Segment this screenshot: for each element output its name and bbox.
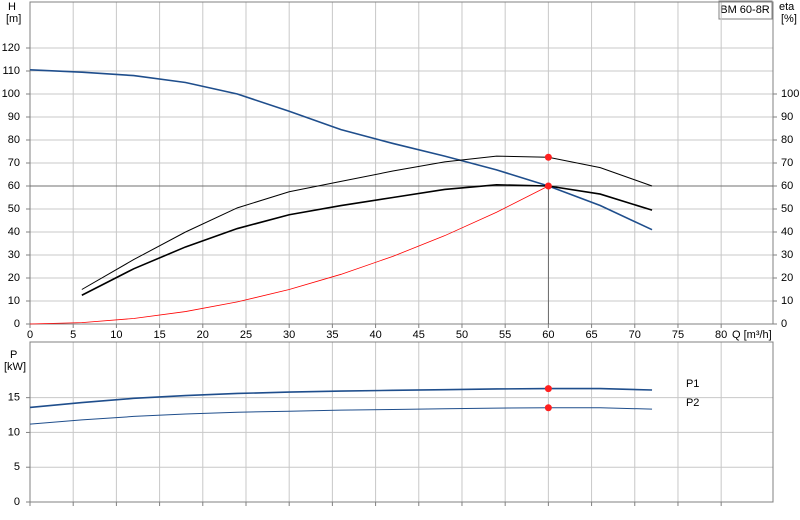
y-tick-label: 120 — [2, 42, 20, 54]
y2-tick-label: 20 — [781, 272, 793, 284]
y-tick-label: 60 — [8, 180, 20, 192]
x-tick-label: 45 — [413, 329, 425, 341]
y-tick-label: 10 — [8, 295, 20, 307]
y2-axis-label: eta — [779, 1, 795, 13]
y-tick-label: 0 — [14, 318, 20, 330]
y-tick-label: 100 — [2, 88, 20, 100]
y-tick-label: 50 — [8, 203, 20, 215]
x-tick-label: 70 — [629, 329, 641, 341]
x-tick-label: 75 — [672, 329, 684, 341]
y2-tick-label: 50 — [781, 203, 793, 215]
y2-tick-label: 0 — [781, 318, 787, 330]
x-tick-label: 15 — [153, 329, 165, 341]
x-tick-label: 25 — [240, 329, 252, 341]
y2-tick-label: 90 — [781, 111, 793, 123]
y-tick-label: 70 — [8, 157, 20, 169]
x-tick-label: 5 — [70, 329, 76, 341]
curve — [29, 185, 549, 325]
y2-axis-unit: [%] — [781, 13, 797, 25]
y-tick-label: 5 — [14, 461, 20, 473]
y2-tick-label: 30 — [781, 249, 793, 261]
operating-point — [544, 385, 552, 393]
plot-frame — [29, 341, 774, 503]
y-axis-unit: [kW] — [4, 361, 26, 373]
title-box — [718, 0, 773, 20]
x-tick-label: 10 — [110, 329, 122, 341]
operating-point — [544, 404, 552, 412]
x-tick-label: 80 — [715, 329, 727, 341]
y-tick-label: 90 — [8, 111, 20, 123]
y2-tick-label: 80 — [781, 134, 793, 146]
y-axis-unit: [m] — [6, 13, 21, 25]
y-tick-label: 110 — [2, 65, 20, 77]
y-tick-label: 80 — [8, 134, 20, 146]
operating-point — [544, 182, 552, 190]
x-tick-label: 65 — [585, 329, 597, 341]
series-label: P1 — [686, 378, 699, 390]
y-tick-label: 15 — [8, 392, 20, 404]
x-axis-label: Q [m³/h] — [732, 329, 772, 341]
curve — [81, 155, 653, 290]
x-tick-label: 30 — [283, 329, 295, 341]
x-tick-label: 20 — [197, 329, 209, 341]
y2-tick-label: 10 — [781, 295, 793, 307]
y-tick-label: 30 — [8, 249, 20, 261]
y2-tick-label: 100 — [781, 88, 799, 100]
y2-tick-label: 60 — [781, 180, 793, 192]
x-tick-label: 0 — [27, 329, 33, 341]
x-tick-label: 35 — [326, 329, 338, 341]
y2-tick-label: 70 — [781, 157, 793, 169]
curve — [81, 184, 653, 296]
x-tick-label: 60 — [542, 329, 554, 341]
chart-title: BM 60-8R — [720, 4, 770, 16]
x-tick-label: 50 — [456, 329, 468, 341]
y-tick-label: 40 — [8, 226, 20, 238]
x-tick-label: 40 — [369, 329, 381, 341]
y-tick-label: 0 — [14, 496, 20, 508]
x-tick-label: 55 — [499, 329, 511, 341]
operating-point — [544, 153, 552, 161]
y-tick-label: 10 — [8, 426, 20, 438]
y-axis-label: P — [10, 349, 17, 361]
series-label: P2 — [686, 397, 699, 409]
y-axis-label: H — [8, 1, 16, 13]
y2-tick-label: 40 — [781, 226, 793, 238]
y-tick-label: 20 — [8, 272, 20, 284]
plot-frame — [29, 1, 774, 325]
